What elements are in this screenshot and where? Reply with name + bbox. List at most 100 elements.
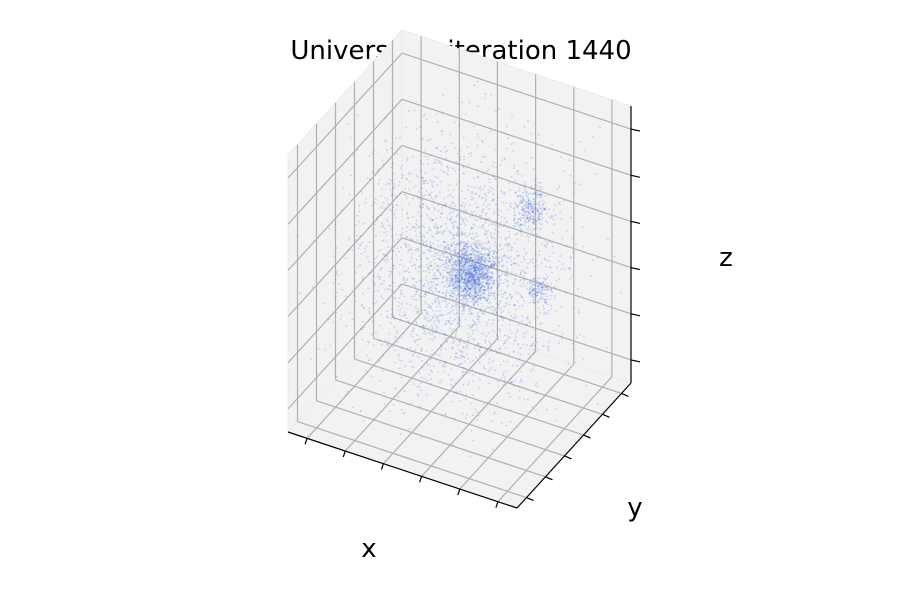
data-point	[500, 257, 503, 259]
data-point	[472, 276, 475, 278]
data-point	[468, 234, 471, 237]
data-point	[412, 155, 414, 158]
data-point	[381, 226, 383, 229]
data-point	[375, 219, 378, 221]
data-point	[474, 235, 477, 238]
data-point	[467, 289, 470, 292]
data-point	[509, 189, 512, 192]
data-point	[461, 241, 464, 244]
data-point	[358, 220, 360, 223]
data-point	[421, 295, 424, 298]
data-point	[492, 319, 495, 321]
data-point	[445, 340, 448, 342]
data-point	[424, 324, 427, 327]
data-point	[407, 267, 410, 269]
data-point	[452, 189, 455, 191]
data-point	[462, 220, 465, 223]
data-point	[465, 257, 468, 260]
data-point	[454, 283, 456, 286]
data-point	[483, 252, 486, 255]
data-point	[532, 216, 535, 219]
data-point	[426, 266, 429, 269]
data-point	[473, 177, 475, 179]
data-point	[544, 302, 547, 304]
data-point	[345, 394, 347, 397]
data-point	[553, 223, 556, 226]
data-point	[460, 278, 463, 281]
data-point	[459, 265, 462, 267]
data-point	[481, 248, 484, 250]
data-point	[456, 322, 459, 325]
data-point	[472, 394, 474, 396]
data-point	[423, 252, 426, 255]
data-point	[492, 267, 495, 270]
data-point	[372, 281, 375, 284]
data-point	[478, 414, 481, 417]
data-point	[374, 258, 376, 260]
data-point	[542, 288, 545, 291]
data-point	[413, 295, 416, 298]
data-point	[482, 156, 484, 158]
data-point	[577, 311, 580, 314]
data-point	[451, 384, 453, 387]
data-point	[585, 385, 588, 387]
data-point	[478, 273, 481, 276]
data-point	[470, 245, 473, 248]
data-point	[516, 425, 518, 428]
data-point	[430, 264, 433, 267]
data-point	[470, 292, 472, 295]
data-point	[548, 240, 551, 243]
data-point	[434, 301, 436, 304]
data-point	[579, 140, 581, 143]
data-point	[495, 311, 498, 314]
data-point	[474, 282, 476, 284]
data-point	[445, 313, 448, 316]
data-point	[472, 256, 475, 259]
data-point	[467, 277, 469, 280]
data-point	[465, 288, 468, 291]
data-point	[510, 271, 513, 273]
data-point	[434, 277, 437, 280]
data-point	[476, 277, 479, 280]
data-point	[482, 226, 485, 229]
data-point	[422, 244, 425, 246]
data-point	[420, 376, 423, 378]
data-point	[385, 234, 388, 237]
data-point	[527, 318, 529, 321]
data-point	[530, 345, 532, 347]
data-point	[443, 245, 446, 248]
data-point	[447, 373, 450, 376]
data-point	[499, 330, 502, 332]
data-point	[531, 301, 534, 304]
data-point	[483, 260, 485, 262]
data-point	[418, 190, 420, 193]
data-point	[416, 338, 419, 341]
data-point	[474, 302, 477, 305]
data-point	[537, 214, 540, 217]
data-point	[488, 257, 491, 260]
data-point	[455, 276, 457, 278]
data-point	[473, 261, 476, 264]
data-point	[464, 370, 467, 373]
data-point	[471, 272, 474, 275]
data-point	[386, 149, 388, 152]
data-point	[431, 184, 434, 186]
data-point	[431, 185, 434, 188]
data-point	[442, 94, 444, 97]
data-point	[384, 288, 387, 291]
data-point	[470, 268, 472, 271]
data-point	[398, 250, 400, 253]
data-point	[493, 198, 495, 200]
data-point	[544, 289, 547, 291]
data-point	[476, 267, 479, 269]
data-point	[437, 296, 440, 299]
data-point	[487, 269, 489, 271]
data-point	[448, 268, 451, 270]
data-point	[429, 383, 432, 385]
data-point	[540, 291, 543, 294]
data-point	[458, 264, 461, 267]
data-point	[491, 286, 493, 289]
data-point	[545, 299, 548, 301]
data-point	[414, 230, 417, 232]
data-point	[429, 353, 432, 356]
